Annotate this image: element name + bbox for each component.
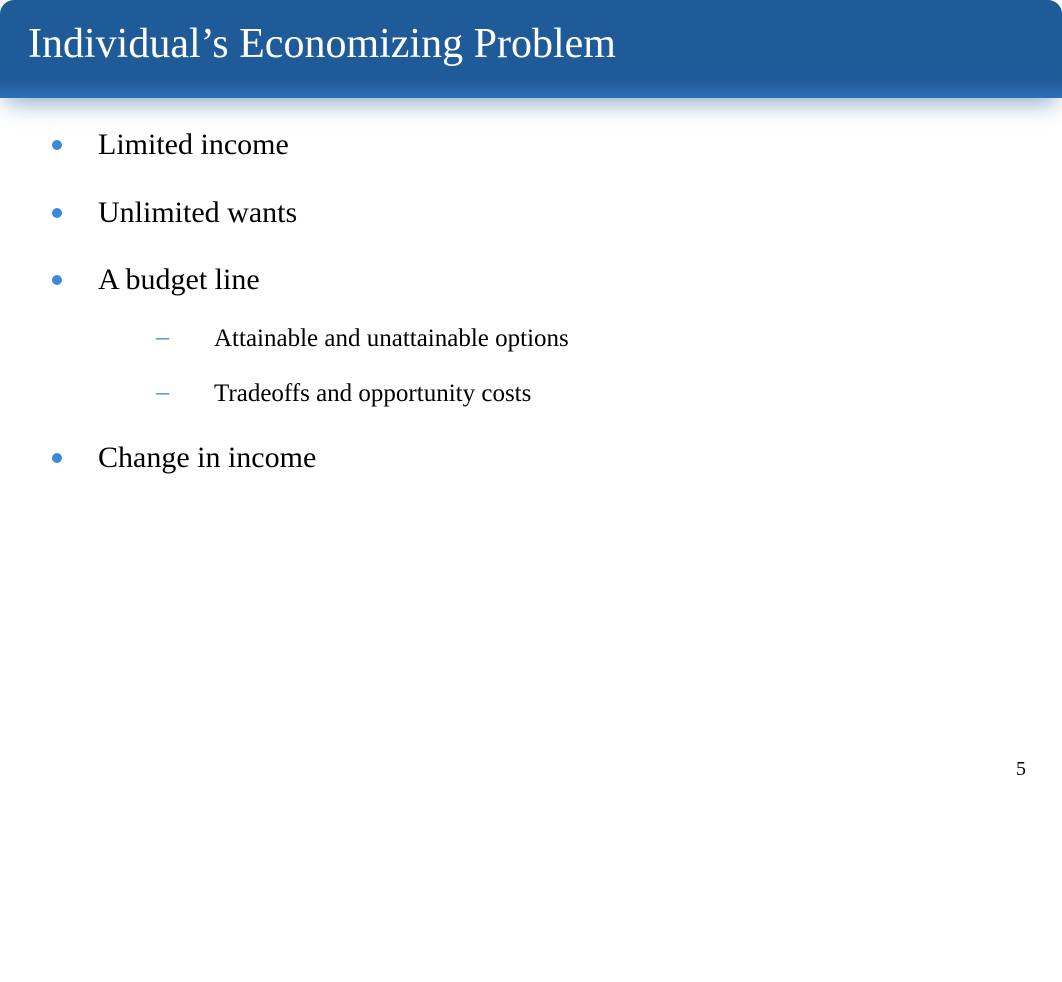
- page-number: 5: [1016, 758, 1026, 781]
- list-item: Tradeoffs and opportunity costs: [98, 378, 1042, 409]
- list-item-label: Attainable and unattainable options: [214, 325, 569, 352]
- list-item-label: Change in income: [98, 441, 316, 474]
- list-item: Attainable and unattainable options: [98, 323, 1042, 354]
- slide-title: Individual’s Economizing Problem: [0, 0, 1062, 98]
- list-item: Change in income: [46, 439, 1042, 477]
- list-item-label: A budget line: [98, 263, 260, 296]
- sub-bullet-list: Attainable and unattainable options Trad…: [98, 323, 1042, 410]
- list-item: A budget line Attainable and unattainabl…: [46, 261, 1042, 409]
- slide-content: Limited income Unlimited wants A budget …: [0, 98, 1062, 477]
- list-item-label: Tradeoffs and opportunity costs: [214, 380, 531, 407]
- bullet-list: Limited income Unlimited wants A budget …: [46, 126, 1042, 477]
- slide: Individual’s Economizing Problem Limited…: [0, 0, 1062, 982]
- list-item-label: Limited income: [98, 128, 289, 161]
- list-item: Unlimited wants: [46, 194, 1042, 232]
- list-item: Limited income: [46, 126, 1042, 164]
- list-item-label: Unlimited wants: [98, 196, 297, 229]
